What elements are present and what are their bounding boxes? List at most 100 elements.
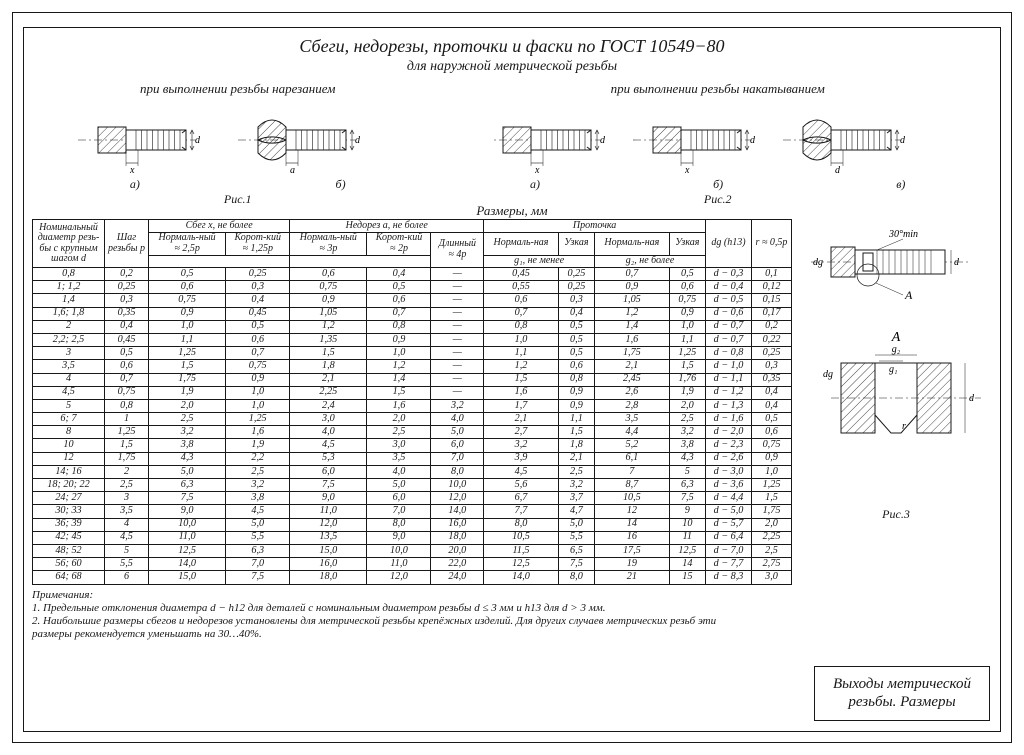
table-cell: 1,25: [669, 347, 705, 360]
table-cell: 15,0: [149, 571, 226, 584]
table-row: 81,253,21,64,02,55,02,71,54,43,2d − 2,00…: [33, 426, 792, 439]
table-cell: 6,7: [484, 492, 559, 505]
table-cell: 18; 20; 22: [33, 479, 105, 492]
table-cell: 2,0: [669, 399, 705, 412]
table-cell: 2,2; 2,5: [33, 333, 105, 346]
table-cell: 15: [669, 571, 705, 584]
table-cell: 10,0: [431, 479, 484, 492]
table-cell: 0,75: [226, 360, 290, 373]
table-cell: 0,2: [752, 320, 792, 333]
table-cell: 1,75: [595, 347, 670, 360]
fig1-label: Рис.1: [32, 192, 443, 207]
th-r: r ≈ 0,5p: [752, 220, 792, 268]
figure-row: при выполнении резьбы нарезанием xdad а)…: [32, 81, 992, 201]
table-cell: 2,5: [149, 413, 226, 426]
svg-text:x: x: [534, 165, 540, 176]
table-cell: 14: [595, 518, 670, 531]
table-cell: 1,8: [558, 439, 594, 452]
table-cell: 8,0: [431, 465, 484, 478]
table-cell: 2,0: [149, 399, 226, 412]
table-cell: d − 1,1: [706, 373, 752, 386]
notes-header: Примечания:: [32, 589, 752, 602]
table-cell: 13,5: [290, 531, 367, 544]
table-cell: 5,3: [290, 452, 367, 465]
fig2-a: а): [530, 177, 540, 192]
table-cell: 3,2: [226, 479, 290, 492]
table-cell: 0,5: [669, 268, 705, 281]
table-cell: 0,4: [558, 307, 594, 320]
table-cell: 11,0: [367, 558, 431, 571]
table-cell: 1,7: [484, 399, 559, 412]
table-cell: d − 1,3: [706, 399, 752, 412]
table-cell: 4,3: [149, 452, 226, 465]
table-cell: 0,8: [367, 320, 431, 333]
table-cell: 0,12: [752, 281, 792, 294]
table-cell: 0,22: [752, 333, 792, 346]
table-cell: 1,1: [149, 333, 226, 346]
table-cell: d − 8,3: [706, 571, 752, 584]
svg-text:d: d: [195, 135, 201, 146]
table-cell: 6; 7: [33, 413, 105, 426]
th-nedorez: Недорез a, не более: [290, 220, 484, 233]
table-cell: 0,6: [149, 281, 226, 294]
table-cell: 1,35: [290, 333, 367, 346]
table-cell: 0,6: [226, 333, 290, 346]
table-cell: 4,5: [105, 531, 149, 544]
table-cell: 2,25: [752, 531, 792, 544]
table-cell: 4,3: [669, 452, 705, 465]
table-cell: 8: [33, 426, 105, 439]
table-cell: 0,4: [367, 268, 431, 281]
table-cell: 2,5: [226, 465, 290, 478]
th-g2: g₂, не более: [595, 255, 706, 268]
table-cell: —: [431, 386, 484, 399]
table-row: 20,41,00,51,20,8—0,80,51,41,0d − 0,70,2: [33, 320, 792, 333]
table-cell: 5,5: [226, 531, 290, 544]
table-cell: —: [431, 307, 484, 320]
svg-text:g₁: g₁: [889, 364, 897, 375]
table-cell: d − 3,6: [706, 479, 752, 492]
table-cell: 0,5: [367, 281, 431, 294]
table-cell: 3,8: [226, 492, 290, 505]
table-cell: 0,15: [752, 294, 792, 307]
table-cell: 5,6: [484, 479, 559, 492]
table-cell: 1,0: [226, 386, 290, 399]
table-cell: 0,7: [367, 307, 431, 320]
svg-text:dg: dg: [813, 257, 823, 268]
table-cell: 11,0: [290, 505, 367, 518]
th-pro-uzk1: Узкая: [558, 232, 594, 255]
table-cell: 7,5: [149, 492, 226, 505]
table-cell: 0,3: [105, 294, 149, 307]
table-cell: 0,45: [484, 268, 559, 281]
table-cell: 1,4: [367, 373, 431, 386]
table-cell: 0,6: [484, 294, 559, 307]
table-cell: 1,1: [669, 333, 705, 346]
th-pro-uzk2: Узкая: [669, 232, 705, 255]
page-title: Сбеги, недорезы, проточки и фаски по ГОС…: [32, 36, 992, 57]
table-cell: 2,8: [595, 399, 670, 412]
table-cell: 0,6: [367, 294, 431, 307]
table-cell: 1,5: [105, 439, 149, 452]
table-cell: 36; 39: [33, 518, 105, 531]
table-cell: 6,5: [558, 544, 594, 557]
table-cell: 0,5: [105, 347, 149, 360]
table-cell: 12,5: [484, 558, 559, 571]
table-cell: 10,0: [149, 518, 226, 531]
table-cell: d − 7,0: [706, 544, 752, 557]
table-cell: 0,35: [105, 307, 149, 320]
table-cell: 10: [669, 518, 705, 531]
table-cell: 64; 68: [33, 571, 105, 584]
table-cell: 1,4: [595, 320, 670, 333]
table-cell: 5,2: [595, 439, 670, 452]
table-cell: 0,6: [752, 426, 792, 439]
table-cell: 5,0: [558, 518, 594, 531]
table-cell: 5,5: [558, 531, 594, 544]
table-cell: 2,1: [484, 413, 559, 426]
table-cell: 7,0: [226, 558, 290, 571]
table-cell: 1,1: [484, 347, 559, 360]
table-cell: 5,0: [367, 479, 431, 492]
table-row: 0,80,20,50,250,60,4—0,450,250,70,5d − 0,…: [33, 268, 792, 281]
th-g1: g₁, не менее: [484, 255, 595, 268]
table-cell: d − 0,3: [706, 268, 752, 281]
table-cell: —: [431, 268, 484, 281]
th-sbeg-norm: Нормаль-ный≈ 2,5p: [149, 232, 226, 255]
